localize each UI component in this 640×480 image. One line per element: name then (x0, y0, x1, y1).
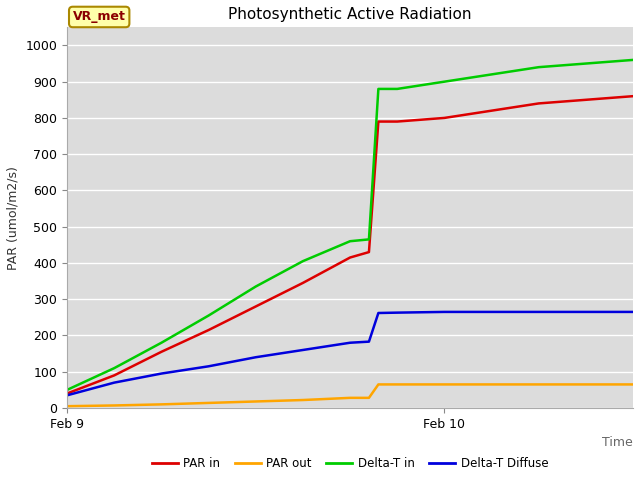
Delta-T in (111, 365, 118, 371)
Delta-T in (63, 387, 71, 393)
Legend: PAR in, PAR out, Delta-T in, Delta-T Diffuse: PAR in, PAR out, Delta-T in, Delta-T Dif… (147, 452, 554, 474)
PAR in (299, 280, 307, 286)
Delta-T in (440, 79, 448, 84)
Delta-T in (582, 60, 589, 66)
PAR out (488, 382, 495, 387)
PAR in (111, 372, 118, 378)
Delta-T Diffuse (157, 371, 165, 376)
PAR out (374, 382, 382, 387)
Line: Delta-T Diffuse: Delta-T Diffuse (67, 312, 633, 396)
PAR in (374, 119, 382, 124)
PAR in (535, 100, 543, 106)
Delta-T Diffuse (535, 309, 543, 315)
PAR out (299, 397, 307, 403)
PAR in (440, 115, 448, 121)
PAR out (535, 382, 543, 387)
Delta-T in (374, 86, 382, 92)
PAR out (582, 382, 589, 387)
PAR in (205, 327, 212, 333)
PAR out (157, 401, 165, 407)
Line: PAR in: PAR in (67, 96, 633, 394)
PAR out (629, 382, 637, 387)
PAR out (63, 403, 71, 409)
Delta-T in (394, 86, 401, 92)
PAR out (440, 382, 448, 387)
Delta-T Diffuse (111, 380, 118, 385)
Text: VR_met: VR_met (73, 11, 125, 24)
Delta-T Diffuse (488, 309, 495, 315)
Delta-T Diffuse (252, 354, 260, 360)
Delta-T in (365, 237, 372, 242)
PAR in (346, 255, 354, 261)
X-axis label: Time: Time (602, 436, 633, 449)
Delta-T in (252, 284, 260, 289)
Delta-T Diffuse (365, 339, 372, 345)
Delta-T Diffuse (63, 393, 71, 398)
Delta-T Diffuse (582, 309, 589, 315)
PAR out (205, 400, 212, 406)
Delta-T in (205, 312, 212, 318)
Delta-T Diffuse (440, 309, 448, 315)
Delta-T Diffuse (346, 340, 354, 346)
PAR in (582, 97, 589, 103)
Delta-T Diffuse (394, 310, 401, 315)
Title: Photosynthetic Active Radiation: Photosynthetic Active Radiation (228, 7, 472, 22)
PAR out (394, 382, 401, 387)
Delta-T in (629, 57, 637, 63)
Delta-T Diffuse (374, 310, 382, 316)
Delta-T in (157, 340, 165, 346)
PAR in (488, 108, 495, 114)
PAR in (157, 349, 165, 355)
PAR out (252, 398, 260, 404)
Line: PAR out: PAR out (67, 384, 633, 406)
PAR in (63, 391, 71, 396)
Line: Delta-T in: Delta-T in (67, 60, 633, 390)
PAR in (629, 93, 637, 99)
PAR out (365, 395, 372, 401)
Delta-T in (488, 72, 495, 77)
Y-axis label: PAR (umol/m2/s): PAR (umol/m2/s) (7, 166, 20, 270)
Delta-T in (535, 64, 543, 70)
PAR in (365, 249, 372, 255)
Delta-T in (299, 258, 307, 264)
PAR in (394, 119, 401, 124)
PAR out (346, 395, 354, 401)
Delta-T Diffuse (629, 309, 637, 315)
Delta-T Diffuse (205, 363, 212, 369)
PAR in (252, 303, 260, 309)
Delta-T in (346, 239, 354, 244)
PAR out (111, 403, 118, 408)
Delta-T Diffuse (299, 347, 307, 353)
